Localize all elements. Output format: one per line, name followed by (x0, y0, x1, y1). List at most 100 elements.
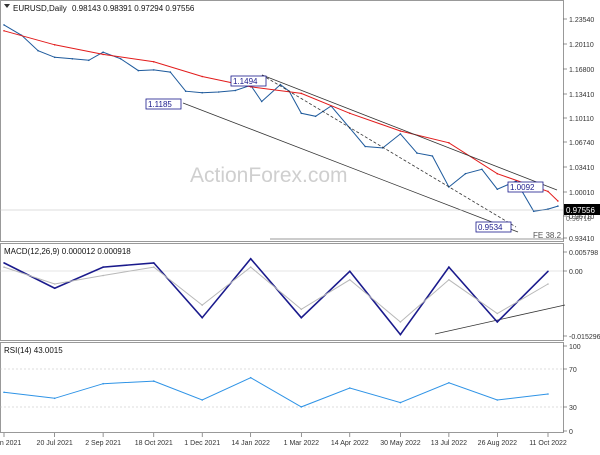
x-tick-label: 18 Oct 2021 (135, 440, 173, 447)
data-point (249, 257, 252, 260)
data-point (314, 115, 317, 118)
data-point (448, 142, 450, 144)
x-tick-label: 11 Oct 2022 (529, 440, 567, 447)
data-point (102, 274, 104, 277)
y-tick-label: 0.96710 (569, 214, 594, 221)
data-point (217, 91, 220, 93)
data-point (53, 397, 56, 400)
data-point (3, 391, 5, 394)
data-point (496, 188, 499, 190)
data-point (249, 86, 252, 88)
rsi-axis: 100 70 30 0 (563, 344, 581, 436)
y-tick-label: 0 (569, 429, 573, 436)
data-point (184, 90, 187, 92)
annotation-10092: 1.0092 (507, 181, 544, 193)
annotation-09534-label: 0.9534 (478, 223, 503, 232)
data-point (399, 401, 402, 404)
annotation-09534: 0.9534 (475, 221, 512, 233)
x-tick-label: 14 Jan 2022 (231, 440, 270, 447)
x-tick-label: 20 Jul 2021 (37, 440, 73, 447)
series-line-macd (3, 257, 549, 336)
data-point (547, 393, 549, 395)
extra-tick-label: 0.96710 (566, 216, 591, 223)
channel-lower-line (182, 102, 519, 233)
x-tick-label: 1 Mar 2022 (284, 440, 320, 447)
data-point (496, 312, 499, 315)
data-point (53, 287, 56, 290)
data-point (260, 100, 263, 103)
data-point (547, 208, 549, 210)
y-tick-label: -0.015296 (569, 334, 600, 341)
data-point (3, 262, 5, 264)
data-point (547, 190, 549, 193)
data-point (300, 92, 303, 95)
x-tick-label: 13 Jul 2022 (431, 440, 467, 447)
data-point (201, 75, 203, 78)
data-point (364, 145, 367, 148)
data-point (102, 51, 104, 53)
y-tick-label: 1.16800 (569, 67, 594, 74)
y-tick-label: 0.005798 (569, 250, 598, 257)
data-point (547, 270, 549, 273)
data-point (102, 382, 104, 385)
x-tick-label: 1 Dec 2021 (184, 440, 220, 447)
annotation-11494-label: 1.1494 (233, 77, 258, 86)
y-tick-label: 1.13410 (569, 92, 594, 99)
data-point (448, 382, 450, 384)
data-point (3, 266, 5, 268)
series-line-signal (3, 266, 549, 323)
data-point (53, 283, 56, 285)
x-tick-label: 26 Aug 2022 (478, 440, 517, 447)
macd-axis: 0.005798 0.00 -0.015296 (563, 250, 600, 341)
y-tick-label: 0.93410 (569, 236, 594, 243)
current-price-label: 0.97556 (566, 206, 595, 215)
rsi-title: RSI(14) 43.0015 (4, 346, 63, 355)
data-point (3, 24, 5, 26)
data-point (547, 283, 549, 285)
x-tick-label: 30 May 2022 (380, 440, 421, 447)
data-point (464, 172, 467, 175)
data-point (201, 316, 203, 319)
data-point (496, 172, 499, 175)
macd-title: MACD(12,26,9) 0.000012 0.000918 (4, 247, 131, 256)
y-tick-label: 1.20110 (569, 42, 594, 49)
channel-mid-line (261, 74, 517, 228)
data-point (300, 112, 303, 115)
data-point (153, 262, 155, 264)
current-price-tag: 0.97556 (564, 204, 600, 215)
data-point (201, 399, 203, 401)
y-tick-label: 70 (569, 367, 577, 374)
data-point (349, 279, 351, 281)
y-tick-label: 100 (569, 344, 581, 351)
data-point (279, 83, 282, 86)
macd-layer (3, 257, 549, 336)
data-point (88, 59, 90, 62)
data-point (119, 58, 122, 60)
dropdown-triangle-icon[interactable] (4, 4, 10, 8)
data-point (249, 376, 252, 379)
data-point (448, 266, 450, 268)
data-point (349, 387, 351, 389)
price-axis: 1.23540 1.20110 1.16800 1.13410 1.10110 1.067… (563, 17, 594, 243)
data-point (399, 133, 402, 135)
x-axis: 4 Jun 2021 20 Jul 2021 2 Sep 2021 18 Oct 20… (0, 433, 567, 447)
data-point (102, 53, 104, 56)
x-tick-label: 4 Jun 2021 (0, 440, 21, 447)
data-point (37, 49, 39, 52)
data-point (349, 112, 351, 115)
symbol-label: EURUSD,Daily (13, 4, 67, 13)
data-point (481, 168, 483, 171)
data-point (153, 69, 155, 71)
data-point (532, 210, 535, 213)
data-point (3, 30, 5, 32)
x-tick-label: 2 Sep 2021 (85, 440, 121, 447)
rsi-layer (3, 376, 549, 408)
macd-panel-frame (0, 243, 564, 341)
y-tick-label: 1.03410 (569, 165, 594, 172)
data-point (201, 304, 203, 306)
data-point (300, 316, 303, 319)
channel-upper-line (261, 74, 558, 191)
annotation-11494: 1.1494 (230, 75, 267, 87)
rsi-panel-frame (0, 342, 564, 433)
